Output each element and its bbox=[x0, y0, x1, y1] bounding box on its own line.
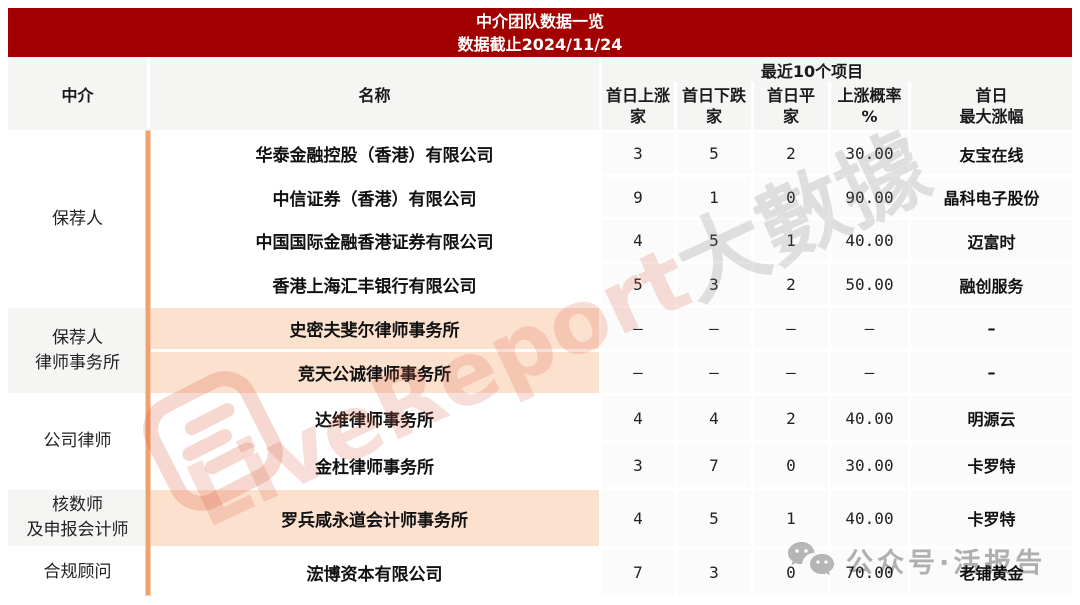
header-first-day-max-gain: 首日 最大涨幅 bbox=[911, 82, 1072, 130]
data-cutoff-date: 数据截止2024/11/24 bbox=[457, 35, 623, 54]
cell-name: 史密夫斐尔律师事务所 bbox=[150, 308, 599, 349]
cell-max-gain: 卡罗特 bbox=[911, 443, 1072, 487]
cell-probability: 40.00 bbox=[831, 220, 908, 261]
cell-probability: 40.00 bbox=[831, 490, 908, 546]
group-label-line: 及申报会计师 bbox=[26, 520, 129, 540]
header-group-recent-projects: 最近10个项目 bbox=[602, 57, 1072, 82]
cell-probability: 30.00 bbox=[831, 443, 908, 487]
header-intermediary: 中介 bbox=[8, 57, 147, 130]
cell-up: 3 bbox=[602, 133, 674, 174]
title-banner: 中介团队数据一览 数据截止2024/11/24 bbox=[8, 8, 1072, 57]
cell-up: 4 bbox=[602, 396, 674, 440]
cell-up: 9 bbox=[602, 177, 674, 217]
cell-probability: – bbox=[831, 352, 908, 393]
group-label-sponsor-law-firm: 保荐人 律师事务所 bbox=[8, 308, 147, 393]
cell-max-gain: 融创服务 bbox=[911, 264, 1072, 305]
cell-max-gain: 卡罗特 bbox=[911, 490, 1072, 546]
header-line: 家 bbox=[705, 107, 722, 126]
cell-up: 5 bbox=[602, 264, 674, 305]
cell-down: 3 bbox=[677, 264, 751, 305]
cell-down: 5 bbox=[677, 490, 751, 546]
group-label-line: 保荐人 bbox=[52, 327, 103, 348]
group-label-line: 核数师 bbox=[52, 495, 103, 515]
group-label-line: 合规顾问 bbox=[43, 561, 112, 582]
cell-name: 罗兵咸永道会计师事务所 bbox=[150, 490, 599, 546]
table-body: 保荐人 保荐人 律师事务所 公司律师 核数师 及申报会计师 合规顾问 华泰金融控… bbox=[8, 133, 1072, 595]
cell-flat: 2 bbox=[754, 264, 828, 305]
cell-probability: 90.00 bbox=[831, 177, 908, 217]
group-label-sponsor: 保荐人 bbox=[8, 133, 147, 305]
header-line: 首日 bbox=[975, 86, 1008, 105]
cell-name: 香港上海汇丰银行有限公司 bbox=[150, 264, 599, 305]
header-name: 名称 bbox=[150, 57, 599, 130]
cell-down: 3 bbox=[677, 549, 751, 595]
group-label-line: 保荐人 bbox=[52, 208, 103, 229]
cell-flat: 1 bbox=[754, 220, 828, 261]
cell-down: 5 bbox=[677, 220, 751, 261]
cell-max-gain: – bbox=[911, 308, 1072, 349]
header-line: 家 bbox=[629, 107, 646, 126]
cell-name: 中国国际金融香港证券有限公司 bbox=[150, 220, 599, 261]
cell-down: – bbox=[677, 308, 751, 349]
header-first-day-down: 首日下跌 家 bbox=[677, 82, 751, 130]
header-line: 首日上涨 bbox=[605, 86, 670, 105]
header-line: 上涨概率 bbox=[837, 86, 902, 105]
cell-up: 7 bbox=[602, 549, 674, 595]
group-label-line: 公司律师 bbox=[43, 431, 112, 451]
cell-probability: 50.00 bbox=[831, 264, 908, 305]
group-label-auditor: 核数师 及申报会计师 bbox=[8, 490, 147, 546]
cell-flat: 1 bbox=[754, 490, 828, 546]
header-line: 首日平 bbox=[766, 86, 815, 105]
cell-name: 中信证券（香港）有限公司 bbox=[150, 177, 599, 217]
header-line: 家 bbox=[782, 107, 799, 126]
table-header: 中介 名称 最近10个项目 首日上涨 家 首日下跌 家 首日平 家 上涨概率 %… bbox=[8, 57, 1072, 130]
cell-max-gain: 明源云 bbox=[911, 396, 1072, 440]
cell-flat: – bbox=[754, 352, 828, 393]
column-divider-line bbox=[146, 131, 150, 595]
cell-down: 5 bbox=[677, 133, 751, 174]
cell-max-gain: 晶科电子股份 bbox=[911, 177, 1072, 217]
cell-probability: 40.00 bbox=[831, 396, 908, 440]
header-line: % bbox=[861, 107, 878, 126]
cell-up: 4 bbox=[602, 220, 674, 261]
header-line: 首日下跌 bbox=[681, 86, 746, 105]
cell-flat: 2 bbox=[754, 133, 828, 174]
cell-max-gain: 迈富时 bbox=[911, 220, 1072, 261]
cell-name: 华泰金融控股（香港）有限公司 bbox=[150, 133, 599, 174]
header-first-day-up: 首日上涨 家 bbox=[602, 82, 674, 130]
group-label-company-lawyer: 公司律师 bbox=[8, 396, 147, 487]
cell-name: 浤博资本有限公司 bbox=[150, 549, 599, 595]
cell-up: – bbox=[602, 308, 674, 349]
cell-up: 3 bbox=[602, 443, 674, 487]
cell-probability: 70.00 bbox=[831, 549, 908, 595]
cell-probability: 30.00 bbox=[831, 133, 908, 174]
cell-max-gain: – bbox=[911, 352, 1072, 393]
cell-flat: 0 bbox=[754, 443, 828, 487]
header-up-probability: 上涨概率 % bbox=[831, 82, 908, 130]
cell-max-gain: 老铺黄金 bbox=[911, 549, 1072, 595]
cell-up: – bbox=[602, 352, 674, 393]
cell-down: 7 bbox=[677, 443, 751, 487]
cell-down: 1 bbox=[677, 177, 751, 217]
cell-flat: – bbox=[754, 308, 828, 349]
cell-name: 竞天公诚律师事务所 bbox=[150, 352, 599, 393]
group-label-compliance-advisor: 合规顾问 bbox=[8, 549, 147, 595]
cell-name: 金杜律师事务所 bbox=[150, 443, 599, 487]
cell-max-gain: 友宝在线 bbox=[911, 133, 1072, 174]
cell-down: 4 bbox=[677, 396, 751, 440]
cell-flat: 2 bbox=[754, 396, 828, 440]
header-first-day-flat: 首日平 家 bbox=[754, 82, 828, 130]
group-label-line: 律师事务所 bbox=[35, 352, 120, 373]
cell-name: 达维律师事务所 bbox=[150, 396, 599, 440]
header-line: 最大涨幅 bbox=[959, 107, 1024, 126]
cell-flat: 0 bbox=[754, 177, 828, 217]
cell-flat: 0 bbox=[754, 549, 828, 595]
cell-up: 4 bbox=[602, 490, 674, 546]
page-title: 中介团队数据一览 bbox=[475, 12, 604, 31]
cell-down: – bbox=[677, 352, 751, 393]
cell-probability: – bbox=[831, 308, 908, 349]
